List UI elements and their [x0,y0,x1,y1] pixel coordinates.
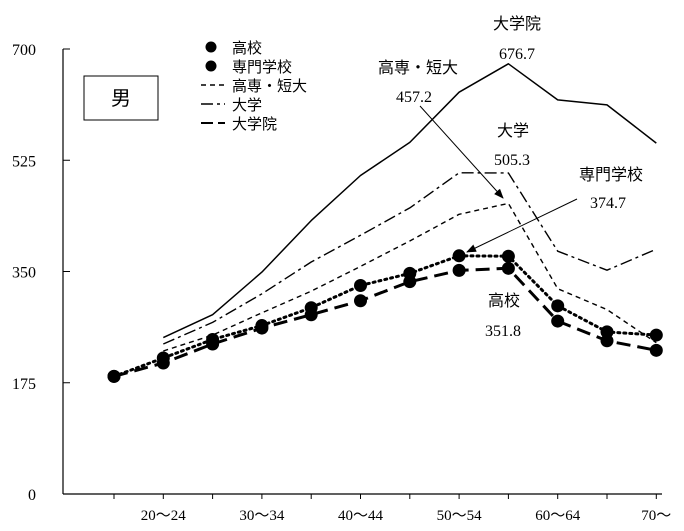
series-line-senmon [113,266,657,378]
legend-marker-senmon [205,60,217,72]
legend-marker-koko [205,41,217,53]
annotation-senmon-value: 374.7 [590,195,626,212]
annotation-kosen-value: 457.2 [396,89,432,106]
series-point-senmon [156,356,170,370]
annotation-daigaku-value: 505.3 [494,152,530,169]
annotation-senmon-title: 専門学校 [579,166,643,184]
annotation-daigakuin-value: 676.7 [499,46,535,63]
series-line-koko [112,254,658,378]
legend-label-daigakuin: 大学院 [232,115,277,133]
series-point-koko [452,249,466,263]
series-layer [107,63,663,383]
annotation-koko-value: 351.8 [485,323,521,340]
annotations: 大学院 676.7 高専・短大 457.2 大学 505.3 専門学校 374.… [378,15,643,340]
panel-label-box: 男 [83,75,159,121]
annotation-kosen-title: 高専・短大 [378,59,458,77]
annotation-daigaku-title: 大学 [497,122,529,140]
series-point-senmon [206,337,220,351]
legend-label-senmon: 専門学校 [232,59,292,76]
series-point-senmon [255,321,269,335]
legend-label-daigaku: 大学 [232,97,262,114]
series-point-koko [501,249,515,263]
y-tick-label: 700 [12,42,36,59]
series-point-senmon [600,334,614,348]
y-tick-label: 350 [12,265,36,282]
series-point-koko [649,328,663,342]
series-line-daigakuin [162,63,657,339]
series-line-kosen [163,202,657,352]
y-tick-label: 525 [12,153,36,170]
series-point-senmon [452,263,466,277]
annotation-koko-title: 高校 [488,292,520,310]
annotation-kosen-arrow [419,105,504,199]
series-point-senmon [403,275,417,289]
series-point-koko [551,299,565,313]
series-point-senmon [107,369,121,383]
x-tick-label: 20〜24 [141,508,187,524]
x-tick-label: 60〜64 [535,508,581,524]
series-point-koko [354,278,367,292]
x-tick-label: 70〜 [641,508,671,524]
series-point-senmon [304,308,318,322]
annotation-daigakuin-title: 大学院 [493,15,541,33]
x-tick-label: 40〜44 [338,508,384,524]
x-tick-label: 50〜54 [437,508,483,524]
y-ticks: 0 175 350 525 700 [12,42,70,504]
series-point-koko [600,325,614,339]
x-ticks: 20〜24 30〜34 40〜44 50〜54 60〜64 70〜 [113,494,671,524]
series-point-senmon [649,343,663,357]
x-tick-label: 30〜34 [239,508,285,524]
legend-label-kosen: 高専・短大 [232,78,307,95]
panel-label: 男 [111,88,131,110]
annotation-senmon-arrow [466,198,578,253]
series-line-daigaku [163,172,657,345]
y-tick-label: 0 [28,487,36,504]
legend-label-koko: 高校 [232,40,262,57]
series-point-senmon [501,261,515,275]
series-point-senmon [354,294,367,308]
y-tick-label: 175 [12,376,36,393]
series-point-senmon [551,314,565,328]
panel-label-frame [83,75,159,121]
